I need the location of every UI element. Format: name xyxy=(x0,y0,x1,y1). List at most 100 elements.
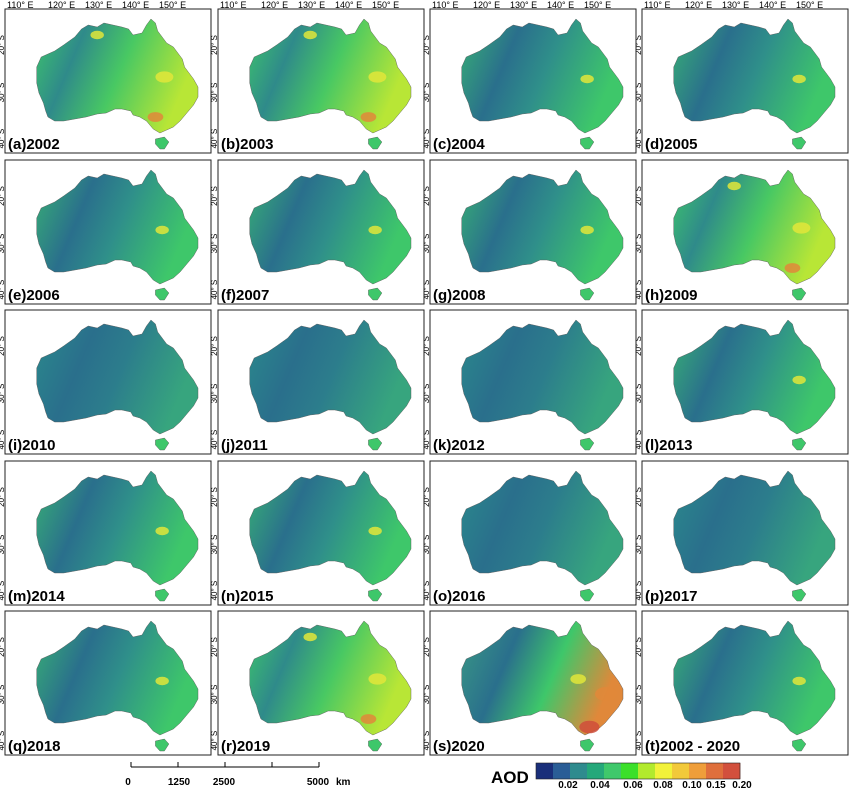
latitude-label: 30° S xyxy=(0,384,6,404)
map-panel: (a)2002 xyxy=(4,8,212,154)
aod-hotspot xyxy=(580,225,594,235)
latitude-axis-labels: 20° S 30° S 40° S 20° S 30° S 40° S 20° S 30° S… xyxy=(0,35,643,750)
latitude-label: 20° S xyxy=(0,35,6,55)
latitude-label: 20° S xyxy=(422,35,431,55)
panel-year-label: (d)2005 xyxy=(645,136,698,153)
legend-tick-label: 0.04 xyxy=(590,780,610,791)
latitude-label: 30° S xyxy=(0,535,6,555)
scale-bar-unit: km xyxy=(336,777,351,788)
panel-year-label: (c)2004 xyxy=(433,136,485,153)
longitude-label: 110° E xyxy=(644,0,670,10)
australia-landmass xyxy=(673,319,836,451)
panel-year-label: (o)2016 xyxy=(433,588,486,605)
latitude-label: 30° S xyxy=(210,234,219,254)
longitude-label: 110° E xyxy=(220,0,246,10)
latitude-label: 30° S xyxy=(210,535,219,555)
panel-year-label: (g)2008 xyxy=(433,287,486,304)
map-panel: (p)2017 xyxy=(641,460,849,606)
aod-hotspot xyxy=(155,526,169,536)
latitude-label: 20° S xyxy=(422,637,431,657)
aod-hotspot xyxy=(303,30,317,40)
australia-landmass xyxy=(36,470,199,602)
map-panel: (f)2007 xyxy=(217,159,425,305)
latitude-label: 20° S xyxy=(0,487,6,507)
longitude-label: 140° E xyxy=(547,0,574,10)
scale-bar-label-1250: 1250 xyxy=(168,777,191,788)
aod-hotspot xyxy=(368,71,387,83)
latitude-label: 30° S xyxy=(634,384,643,404)
longitude-label: 120° E xyxy=(473,0,500,10)
latitude-label: 20° S xyxy=(210,487,219,507)
longitude-label: 150° E xyxy=(796,0,823,10)
latitude-label: 40° S xyxy=(422,430,431,450)
map-panel: (m)2014 xyxy=(4,460,212,606)
latitude-label: 20° S xyxy=(0,186,6,206)
latitude-label: 20° S xyxy=(634,487,643,507)
australia-landmass xyxy=(461,18,624,150)
australia-landmass xyxy=(36,18,199,150)
latitude-label: 20° S xyxy=(634,35,643,55)
latitude-label: 30° S xyxy=(0,83,6,103)
panel-year-label: (l)2013 xyxy=(645,437,693,454)
longitude-label: 130° E xyxy=(722,0,749,10)
australia-landmass xyxy=(249,169,412,301)
aod-hotspot xyxy=(792,222,811,234)
latitude-label: 30° S xyxy=(634,83,643,103)
legend-swatch xyxy=(604,763,622,779)
map-panel: (o)2016 xyxy=(429,460,637,606)
longitude-label: 140° E xyxy=(759,0,786,10)
aod-hotspot xyxy=(784,263,801,273)
map-panel: (n)2015 xyxy=(217,460,425,606)
longitude-label: 130° E xyxy=(510,0,537,10)
aod-hotspot xyxy=(155,225,169,235)
legend-tick-label: 0.10 xyxy=(682,780,702,791)
latitude-label: 30° S xyxy=(210,685,219,705)
panel-year-label: (j)2011 xyxy=(221,437,268,454)
latitude-label: 20° S xyxy=(210,637,219,657)
latitude-label: 40° S xyxy=(210,581,219,601)
aod-hotspot xyxy=(303,632,317,642)
latitude-label: 40° S xyxy=(422,731,431,751)
aod-hotspot xyxy=(368,526,382,536)
map-panel: (j)2011 xyxy=(217,309,425,455)
aod-hotspot xyxy=(360,112,377,122)
legend-swatch xyxy=(570,763,588,779)
latitude-label: 30° S xyxy=(422,535,431,555)
longitude-label: 150° E xyxy=(159,0,186,10)
latitude-label: 30° S xyxy=(422,685,431,705)
legend-swatch xyxy=(536,763,554,779)
latitude-label: 30° S xyxy=(634,685,643,705)
panel-year-label: (f)2007 xyxy=(221,287,269,304)
longitude-label: 110° E xyxy=(432,0,458,10)
map-panel: (s)2020 xyxy=(429,610,637,756)
longitude-label: 110° E xyxy=(7,0,33,10)
latitude-label: 30° S xyxy=(634,535,643,555)
longitude-label: 140° E xyxy=(335,0,362,10)
latitude-label: 20° S xyxy=(0,336,6,356)
australia-landmass xyxy=(249,470,412,602)
panel-year-label: (n)2015 xyxy=(221,588,274,605)
legend-tick-label: 0.06 xyxy=(623,780,643,791)
scale-bar-label-2500: 2500 xyxy=(213,777,236,788)
australia-landmass xyxy=(673,620,836,752)
map-panel: (h)2009 xyxy=(641,159,849,305)
latitude-label: 40° S xyxy=(634,731,643,751)
aod-hotspot xyxy=(147,112,164,122)
aod-hotspot xyxy=(90,30,104,40)
aod-legend: AOD 0.02 0.04 0.06 0.08 0.10 0.15 0.20 xyxy=(491,762,752,791)
australia-landmass xyxy=(461,620,624,752)
australia-landmass xyxy=(673,18,836,150)
latitude-label: 40° S xyxy=(422,280,431,300)
aod-hotspot xyxy=(792,74,806,84)
legend-swatch xyxy=(587,763,605,779)
australia-landmass xyxy=(36,169,199,301)
legend-swatch xyxy=(553,763,571,779)
latitude-label: 40° S xyxy=(210,430,219,450)
latitude-label: 20° S xyxy=(634,336,643,356)
map-panel: (q)2018 xyxy=(4,610,212,756)
latitude-label: 20° S xyxy=(210,35,219,55)
latitude-label: 30° S xyxy=(422,234,431,254)
longitude-axis-labels: 110° E 120° E 130° E 140° E 150° E 110° E 120°… xyxy=(7,0,823,10)
panel-year-label: (k)2012 xyxy=(433,437,485,454)
longitude-label: 130° E xyxy=(298,0,325,10)
